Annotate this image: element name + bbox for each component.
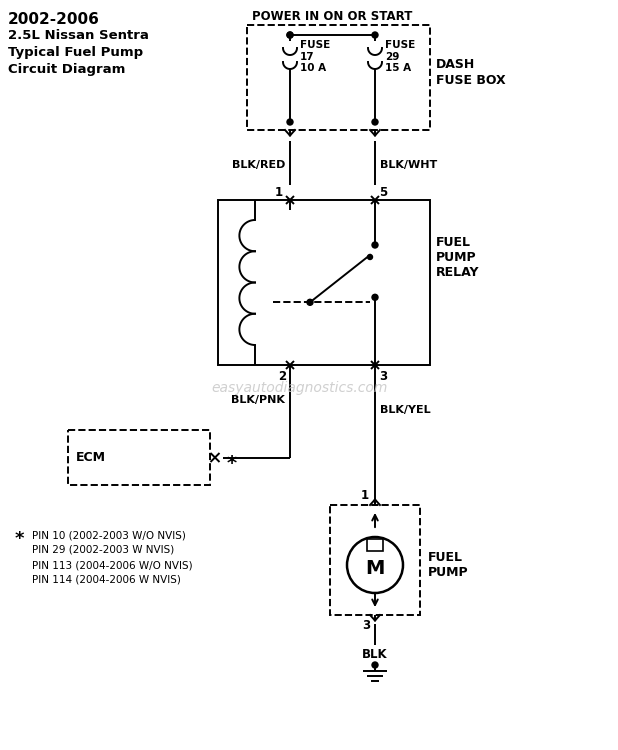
Text: POWER IN ON OR START: POWER IN ON OR START <box>252 10 413 23</box>
Text: DASH
FUSE BOX: DASH FUSE BOX <box>436 58 506 86</box>
Text: *: * <box>227 454 237 472</box>
Circle shape <box>287 32 293 38</box>
Text: 5: 5 <box>379 187 387 200</box>
Text: FUSE
17
10 A: FUSE 17 10 A <box>300 40 330 74</box>
Circle shape <box>372 662 378 668</box>
Text: 2.5L Nissan Sentra: 2.5L Nissan Sentra <box>8 29 149 42</box>
Text: BLK/WHT: BLK/WHT <box>380 160 438 170</box>
Text: BLK: BLK <box>362 648 388 661</box>
Text: *: * <box>15 530 25 548</box>
Text: BLK/RED: BLK/RED <box>232 160 285 170</box>
Bar <box>367 539 383 551</box>
Circle shape <box>287 32 293 38</box>
Circle shape <box>372 32 378 38</box>
Bar <box>68 430 210 485</box>
Circle shape <box>307 299 313 305</box>
Text: PIN 29 (2002-2003 W NVIS): PIN 29 (2002-2003 W NVIS) <box>32 545 174 555</box>
Bar <box>247 25 430 130</box>
Text: ECM: ECM <box>76 451 106 464</box>
Text: 1: 1 <box>361 489 369 502</box>
Text: FUSE
29
15 A: FUSE 29 15 A <box>385 40 415 74</box>
Text: Typical Fuel Pump: Typical Fuel Pump <box>8 46 143 59</box>
Circle shape <box>287 119 293 125</box>
Text: 1: 1 <box>275 187 283 200</box>
Text: FUEL
PUMP: FUEL PUMP <box>428 551 468 579</box>
Text: FUEL
PUMP
RELAY: FUEL PUMP RELAY <box>436 236 480 279</box>
Circle shape <box>372 294 378 300</box>
Text: 3: 3 <box>379 370 387 383</box>
Circle shape <box>372 242 378 248</box>
Text: PIN 10 (2002-2003 W/O NVIS): PIN 10 (2002-2003 W/O NVIS) <box>32 530 186 540</box>
Text: Circuit Diagram: Circuit Diagram <box>8 63 125 76</box>
Text: 2: 2 <box>278 370 286 383</box>
Text: BLK/YEL: BLK/YEL <box>380 405 431 415</box>
Text: PIN 113 (2004-2006 W/O NVIS): PIN 113 (2004-2006 W/O NVIS) <box>32 560 193 570</box>
Text: 2002-2006: 2002-2006 <box>8 12 100 27</box>
Text: BLK/PNK: BLK/PNK <box>231 395 285 405</box>
Bar <box>330 505 420 615</box>
Bar <box>218 200 430 365</box>
Text: M: M <box>365 560 384 578</box>
Text: easyautodiagnostics.com: easyautodiagnostics.com <box>212 381 388 395</box>
Circle shape <box>372 119 378 125</box>
Text: 3: 3 <box>362 619 370 632</box>
Text: PIN 114 (2004-2006 W NVIS): PIN 114 (2004-2006 W NVIS) <box>32 575 181 585</box>
Circle shape <box>368 254 373 260</box>
